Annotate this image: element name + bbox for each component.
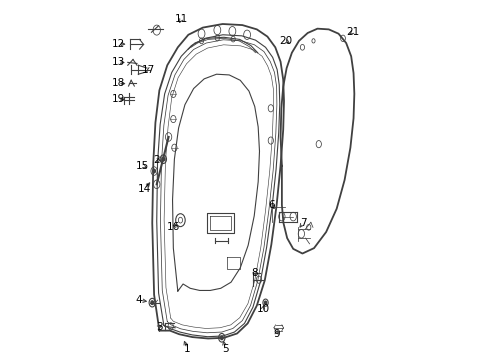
Circle shape	[220, 336, 223, 339]
Text: 18: 18	[111, 78, 124, 88]
Circle shape	[153, 169, 155, 173]
Circle shape	[162, 157, 165, 161]
Text: 14: 14	[138, 184, 151, 194]
Text: 3: 3	[156, 322, 163, 332]
Text: 19: 19	[111, 94, 124, 104]
Text: 4: 4	[136, 295, 143, 305]
Text: 5: 5	[222, 343, 228, 354]
Text: 9: 9	[273, 329, 280, 339]
Text: 6: 6	[268, 200, 275, 210]
Text: 7: 7	[300, 218, 306, 228]
Circle shape	[151, 301, 153, 305]
Text: 16: 16	[167, 222, 180, 232]
Text: 11: 11	[174, 14, 188, 24]
Text: 2: 2	[153, 155, 160, 165]
Text: 21: 21	[346, 27, 359, 37]
Text: 12: 12	[111, 39, 124, 49]
Text: 17: 17	[142, 64, 155, 75]
Text: 13: 13	[111, 57, 124, 67]
Text: 1: 1	[184, 343, 190, 354]
Text: 8: 8	[252, 268, 258, 278]
Text: 20: 20	[279, 36, 293, 46]
Text: 10: 10	[256, 304, 270, 314]
Text: 15: 15	[136, 161, 149, 171]
Circle shape	[265, 301, 267, 304]
